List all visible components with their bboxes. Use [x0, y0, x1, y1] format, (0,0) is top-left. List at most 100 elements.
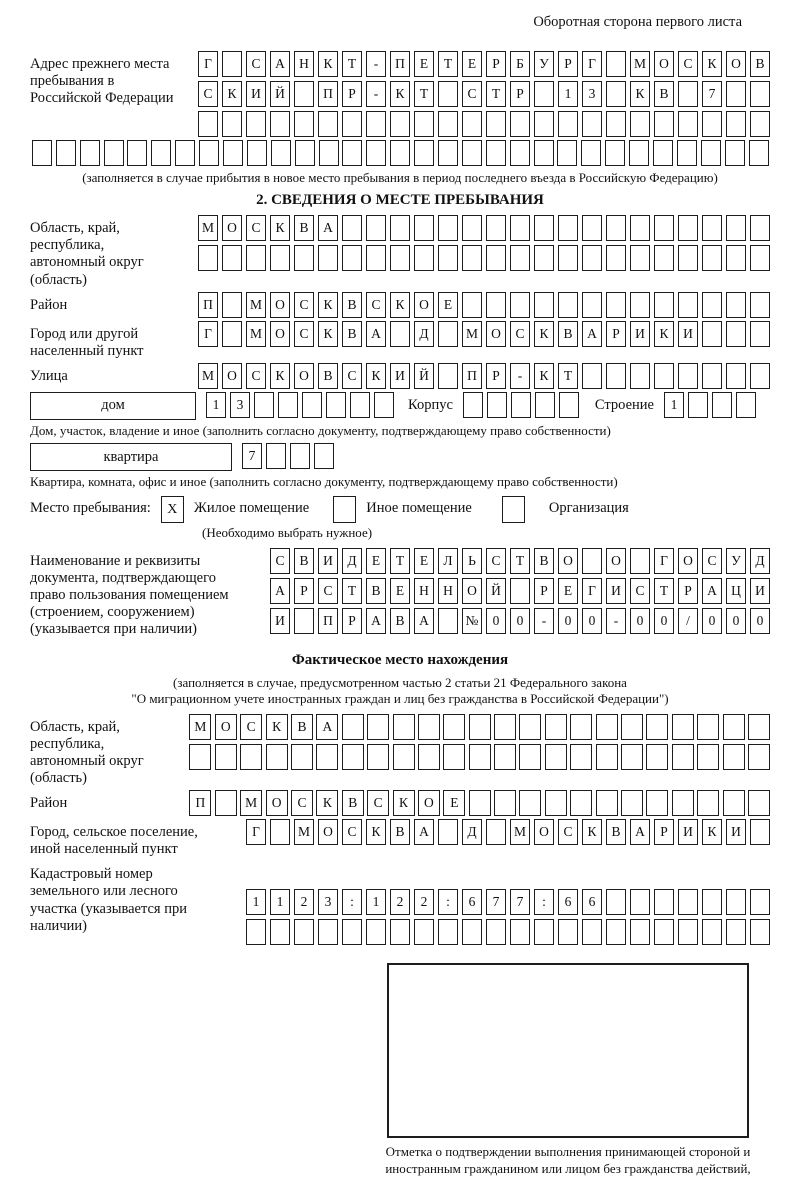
char-cell[interactable]: С — [342, 819, 362, 846]
char-cell[interactable]: С — [246, 51, 266, 77]
char-cell[interactable]: 7 — [242, 443, 262, 470]
char-cell[interactable] — [486, 111, 506, 137]
char-cell[interactable] — [494, 743, 517, 770]
char-cell[interactable] — [726, 291, 746, 318]
char-cell[interactable]: Е — [366, 547, 386, 574]
char-cell[interactable] — [726, 215, 746, 242]
char-cell[interactable] — [318, 140, 339, 166]
char-cell[interactable]: С — [342, 362, 362, 389]
char-cell[interactable] — [246, 140, 267, 166]
char-cell[interactable] — [486, 291, 506, 318]
char-cell[interactable] — [726, 889, 746, 916]
char-cell[interactable]: К — [318, 291, 338, 318]
char-cell[interactable] — [350, 391, 370, 418]
char-cell[interactable] — [558, 919, 578, 946]
char-cell[interactable] — [318, 245, 338, 272]
char-cell[interactable] — [417, 713, 440, 740]
char-cell[interactable] — [510, 577, 530, 604]
char-cell[interactable] — [127, 140, 148, 166]
char-cell[interactable] — [270, 819, 290, 846]
char-cell[interactable]: И — [246, 81, 266, 107]
char-cell[interactable]: С — [367, 790, 390, 817]
char-cell[interactable] — [316, 743, 339, 770]
char-cell[interactable] — [246, 245, 266, 272]
char-cell[interactable]: 0 — [726, 607, 746, 634]
char-cell[interactable] — [606, 245, 626, 272]
char-cell[interactable] — [390, 320, 410, 347]
char-cell[interactable]: А — [702, 577, 722, 604]
char-cell[interactable] — [414, 919, 434, 946]
char-cell[interactable]: 1 — [270, 889, 290, 916]
char-cell[interactable] — [582, 547, 602, 574]
char-cell[interactable] — [646, 743, 669, 770]
char-cell[interactable] — [438, 919, 458, 946]
char-cell[interactable] — [367, 743, 390, 770]
char-cell[interactable] — [558, 215, 578, 242]
char-cell[interactable] — [534, 215, 554, 242]
char-cell[interactable]: В — [294, 215, 314, 242]
char-cell[interactable]: П — [198, 291, 218, 318]
char-cell[interactable] — [510, 919, 530, 946]
char-cell[interactable]: 2 — [294, 889, 314, 916]
char-cell[interactable] — [486, 215, 506, 242]
char-cell[interactable]: Л — [438, 547, 458, 574]
char-cell[interactable]: Ц — [726, 577, 746, 604]
char-cell[interactable]: С — [678, 51, 698, 77]
char-cell[interactable] — [342, 919, 362, 946]
char-cell[interactable] — [671, 713, 694, 740]
char-cell[interactable] — [558, 291, 578, 318]
char-cell[interactable] — [750, 320, 770, 347]
char-cell[interactable]: 3 — [230, 391, 250, 418]
char-cell[interactable]: А — [270, 51, 290, 77]
char-cell[interactable]: О — [654, 51, 674, 77]
char-cell[interactable]: М — [510, 819, 530, 846]
char-cell[interactable]: 7 — [486, 889, 506, 916]
char-cell[interactable]: И — [318, 547, 338, 574]
char-cell[interactable]: К — [534, 362, 554, 389]
char-cell[interactable]: Р — [486, 51, 506, 77]
char-cell[interactable] — [342, 111, 362, 137]
char-cell[interactable] — [443, 743, 466, 770]
char-cell[interactable] — [678, 81, 698, 107]
char-cell[interactable] — [582, 362, 602, 389]
char-cell[interactable]: Й — [270, 81, 290, 107]
char-cell[interactable]: И — [390, 362, 410, 389]
char-cell[interactable]: Г — [654, 547, 674, 574]
char-cell[interactable]: : — [438, 889, 458, 916]
char-cell[interactable] — [544, 713, 567, 740]
char-cell[interactable]: С — [270, 547, 290, 574]
char-cell[interactable] — [290, 743, 313, 770]
char-cell[interactable] — [750, 215, 770, 242]
char-cell[interactable]: О — [270, 320, 290, 347]
char-cell[interactable]: И — [678, 320, 698, 347]
char-cell[interactable] — [468, 713, 491, 740]
char-cell[interactable] — [367, 713, 390, 740]
char-cell[interactable]: 0 — [750, 607, 770, 634]
char-cell[interactable]: 1 — [246, 889, 266, 916]
char-cell[interactable]: И — [630, 320, 650, 347]
char-cell[interactable] — [438, 819, 458, 846]
char-cell[interactable] — [558, 245, 578, 272]
char-cell[interactable] — [558, 391, 579, 418]
char-cell[interactable]: Н — [438, 577, 458, 604]
char-cell[interactable]: Т — [390, 547, 410, 574]
char-cell[interactable] — [534, 919, 554, 946]
char-cell[interactable]: Е — [390, 577, 410, 604]
char-cell[interactable] — [582, 245, 602, 272]
char-cell[interactable]: С — [366, 291, 386, 318]
char-cell[interactable] — [702, 320, 722, 347]
char-cell[interactable]: М — [240, 790, 263, 817]
char-cell[interactable] — [342, 245, 362, 272]
char-cell[interactable] — [468, 743, 491, 770]
char-cell[interactable] — [198, 111, 218, 137]
char-cell[interactable] — [630, 245, 650, 272]
char-cell[interactable] — [199, 140, 220, 166]
char-cell[interactable] — [722, 790, 745, 817]
char-cell[interactable] — [606, 51, 626, 77]
char-cell[interactable]: А — [316, 713, 339, 740]
char-cell[interactable] — [654, 111, 674, 137]
char-cell[interactable]: Й — [486, 577, 506, 604]
char-cell[interactable] — [544, 790, 567, 817]
char-cell[interactable]: П — [318, 81, 338, 107]
char-cell[interactable]: В — [366, 577, 386, 604]
